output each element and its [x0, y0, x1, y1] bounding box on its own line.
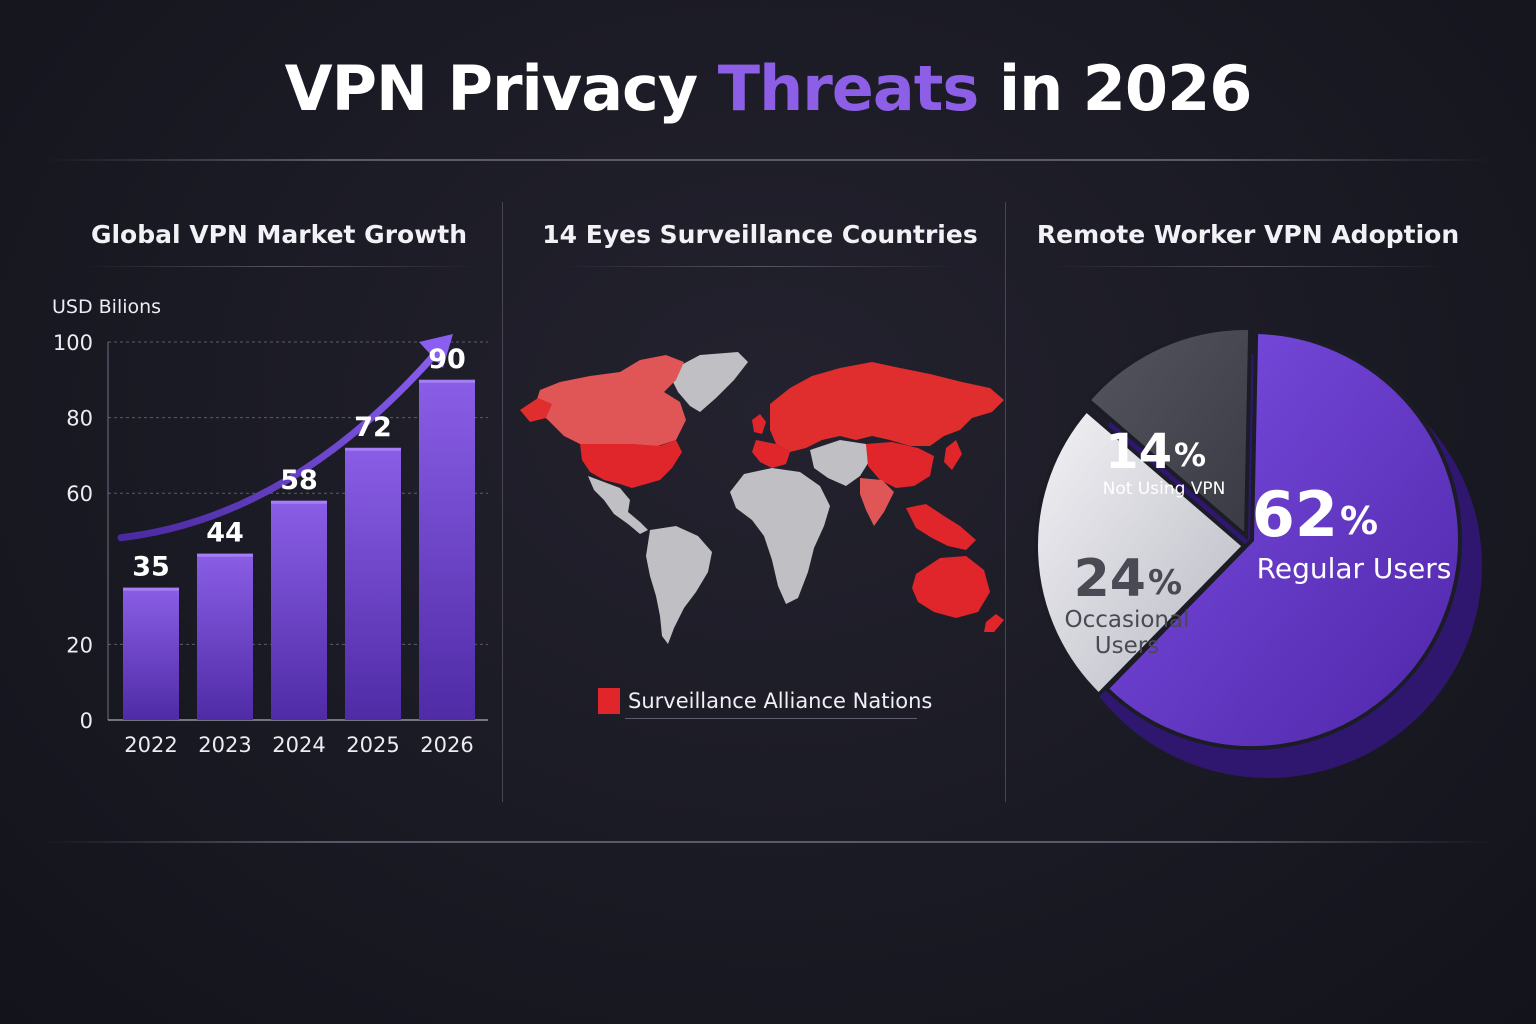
bottom-divider	[40, 841, 1496, 843]
x-tick-label: 2024	[272, 733, 325, 757]
map-usa	[580, 440, 682, 488]
bar-top-highlight	[419, 379, 475, 383]
map-mexico	[588, 476, 648, 534]
y-tick-label: 60	[66, 482, 93, 506]
pie-value-occasional: 24	[1074, 549, 1146, 609]
pie-depth-shadow	[1054, 354, 1482, 778]
bar-chart-unit-label: USD Bilions	[52, 296, 162, 318]
map-greenland	[668, 352, 748, 412]
map-title-underline	[560, 266, 960, 267]
map-japan	[944, 440, 962, 470]
bar-top-highlight	[123, 587, 179, 591]
pie-pct-occasional: %	[1148, 563, 1182, 603]
x-tick-label: 2025	[346, 733, 399, 757]
pie-pct-not-using: %	[1174, 436, 1206, 474]
bar-2026	[419, 379, 475, 720]
map-alaska	[520, 398, 552, 422]
map-west-europe	[752, 440, 790, 468]
map-canada	[534, 355, 686, 446]
bar-value-label: 72	[354, 412, 392, 443]
pie-slice-1	[1034, 407, 1247, 698]
pie-slice-2	[1085, 326, 1253, 541]
trend-arrow-shaft	[117, 348, 441, 542]
map-africa	[730, 468, 830, 604]
bar-top-highlight	[345, 447, 401, 451]
pie-label-occasional-line2: Users	[1095, 633, 1159, 659]
title-part2: in 2026	[978, 52, 1253, 125]
top-divider	[40, 159, 1496, 161]
bar-2023	[197, 553, 253, 720]
map-south-america	[646, 526, 712, 644]
pie-value-regular: 62	[1252, 478, 1338, 551]
map-se-asia	[906, 504, 976, 550]
market-panel-title: Global VPN Market Growth	[90, 220, 468, 249]
bar-top-highlight	[197, 553, 253, 557]
y-tick-label: 80	[66, 407, 93, 431]
x-tick-label: 2023	[198, 733, 251, 757]
title-part1: VPN Privacy	[284, 52, 718, 125]
pie-slice-0	[1103, 329, 1462, 750]
map-new-zealand	[984, 614, 1004, 632]
bar-2025	[345, 447, 401, 720]
pie-label-regular: Regular Users	[1257, 552, 1452, 585]
y-tick-label: 20	[66, 633, 93, 657]
title-accent: Threats	[717, 52, 979, 125]
bar-chart: 100 80 60 20 0 35 2022 44 2023 58 2024 72 2025 90 202…	[53, 331, 488, 757]
map-india	[860, 478, 894, 526]
legend-swatch	[598, 688, 620, 714]
bar-value-label: 44	[206, 518, 244, 549]
bar-value-label: 90	[428, 344, 466, 375]
bar-top-highlight	[271, 500, 327, 504]
bar-2024	[271, 500, 327, 720]
map-legend: Surveillance Alliance Nations	[598, 688, 932, 714]
pie-title-underline	[1050, 266, 1450, 267]
map-china	[866, 442, 934, 488]
pie-pct-regular: %	[1340, 499, 1378, 543]
x-tick-label: 2022	[124, 733, 177, 757]
y-tick-label: 0	[80, 709, 93, 733]
pie-label-occasional-line1: Occasional	[1065, 607, 1190, 633]
map-uk	[752, 414, 766, 434]
map-australia	[912, 556, 990, 618]
y-tick-label: 100	[53, 331, 93, 355]
bar-value-label: 35	[132, 552, 170, 583]
legend-underline	[625, 718, 917, 719]
legend-label: Surveillance Alliance Nations	[628, 689, 933, 713]
map-eurasia	[770, 362, 1004, 452]
trend-arrow-head	[419, 334, 453, 368]
column-divider-1	[502, 202, 503, 802]
pie-value-not-using: 14	[1105, 424, 1172, 480]
page-title: VPN Privacy Threats in 2026	[0, 52, 1536, 125]
pie-panel-title: Remote Worker VPN Adoption	[1036, 220, 1460, 249]
pie-label-not-using: Not Using VPN	[1103, 479, 1226, 499]
market-title-underline	[80, 266, 480, 267]
bar-2022	[123, 587, 179, 720]
column-divider-2	[1005, 202, 1006, 802]
bar-value-label: 58	[280, 465, 318, 496]
map-central-asia	[810, 440, 870, 486]
map-panel-title: 14 Eyes Surveillance Countries	[542, 220, 978, 249]
x-tick-label: 2026	[420, 733, 473, 757]
